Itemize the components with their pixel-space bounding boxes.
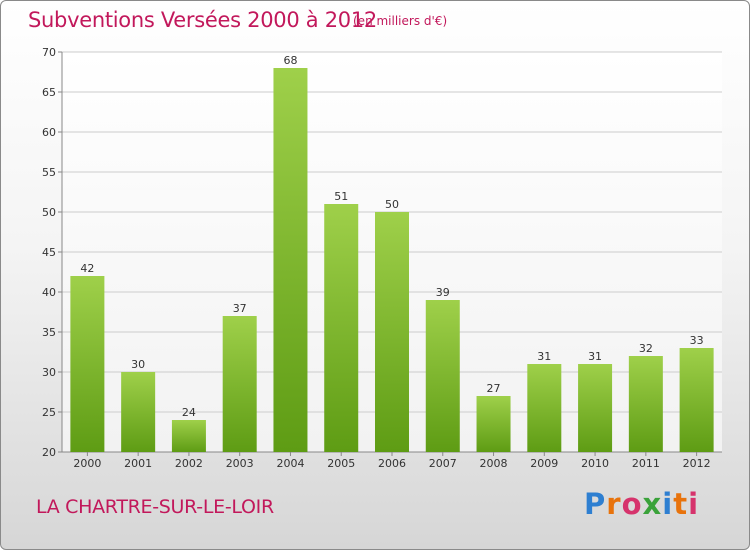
bar [70,276,105,452]
data-label: 42 [80,262,94,275]
y-tick-label: 55 [42,166,56,179]
data-label: 31 [588,350,602,363]
bar [425,300,460,452]
y-tick-label: 70 [42,46,56,59]
data-label: 37 [233,302,247,315]
brand-letter: P [584,487,607,521]
y-tick-label: 35 [42,326,56,339]
y-tick-label: 60 [42,126,56,139]
proxiti-logo[interactable]: Proxiti [584,487,699,521]
chart-subtitle: (en milliers d'€) [353,14,448,28]
data-label: 68 [283,54,297,67]
y-tick-label: 40 [42,286,56,299]
bar [527,364,562,452]
x-tick-label: 2006 [378,457,406,470]
bar [273,68,308,452]
y-tick-label: 30 [42,366,56,379]
x-tick-label: 2005 [327,457,355,470]
x-tick-label: 2004 [276,457,304,470]
y-tick-label: 50 [42,206,56,219]
bar [679,348,714,452]
x-tick-label: 2007 [429,457,457,470]
data-label: 27 [487,382,501,395]
x-tick-label: 2001 [124,457,152,470]
x-tick-label: 2011 [632,457,660,470]
bar [628,356,663,452]
commune-name: LA CHARTRE-SUR-LE-LOIR [36,496,274,518]
x-tick-label: 2008 [480,457,508,470]
x-tick-label: 2010 [581,457,609,470]
data-label: 31 [537,350,551,363]
chart-title: Subventions Versées 2000 à 2012 [28,8,377,32]
brand-letter: o [621,487,643,521]
data-label: 33 [690,334,704,347]
x-tick-label: 2000 [73,457,101,470]
data-label: 50 [385,198,399,211]
brand-letter: i [662,487,674,521]
y-tick-label: 65 [42,86,56,99]
data-label: 24 [182,406,196,419]
data-label: 32 [639,342,653,355]
data-label: 51 [334,190,348,203]
x-tick-label: 2012 [683,457,711,470]
bar [476,396,511,452]
bar [121,372,156,452]
y-tick-label: 20 [42,446,56,459]
x-tick-label: 2003 [226,457,254,470]
y-tick-label: 25 [42,406,56,419]
brand-letter: i [688,487,700,521]
brand-letter: r [606,487,622,521]
data-label: 30 [131,358,145,371]
bar [222,316,257,452]
y-tick-label: 45 [42,246,56,259]
bar [171,420,206,452]
x-tick-label: 2009 [530,457,558,470]
data-label: 39 [436,286,450,299]
bar [375,212,409,452]
x-tick-label: 2002 [175,457,203,470]
bar [324,204,359,452]
brand-letter: x [642,487,663,521]
brand-letter: t [673,487,689,521]
bar [578,364,613,452]
